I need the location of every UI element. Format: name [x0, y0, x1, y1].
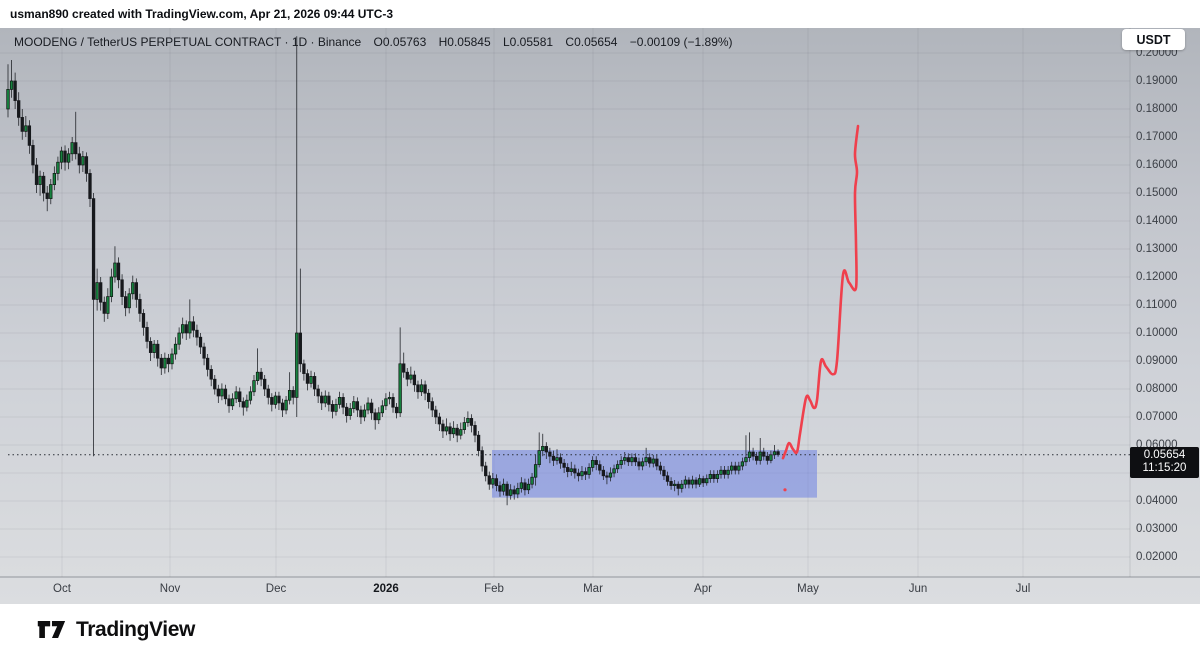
projection-anchor-dot[interactable]	[783, 488, 787, 492]
price-axis-label: 0.18000	[1136, 103, 1178, 115]
price-axis-label: 0.17000	[1136, 131, 1178, 143]
tradingview-logo-text: TradingView	[76, 617, 195, 641]
symbol-header: MOODENG / TetherUS PERPETUAL CONTRACT · …	[14, 35, 742, 49]
time-axis-label: Oct	[53, 583, 71, 595]
price-axis-label: 0.04000	[1136, 495, 1178, 507]
ohlc-high: H0.05845	[438, 35, 491, 49]
last-price-value: 0.05654	[1143, 448, 1186, 461]
price-axis-label: 0.03000	[1136, 523, 1178, 535]
price-axis-label: 0.02000	[1136, 551, 1178, 563]
tradingview-logo-icon	[37, 621, 66, 638]
price-axis-label: 0.08000	[1136, 383, 1178, 395]
time-axis-label: Jun	[908, 583, 928, 595]
price-axis-label: 0.11000	[1136, 299, 1177, 311]
price-axis-label: 0.20000	[1136, 47, 1178, 59]
attribution-bar: usman890 created with TradingView.com, A…	[0, 0, 1200, 28]
price-axis-label: 0.13000	[1136, 243, 1178, 255]
price-axis-label: 0.16000	[1136, 159, 1178, 171]
ohlc-open: O0.05763	[373, 35, 427, 49]
logo-strip: TradingView	[0, 604, 1200, 655]
ohlc-low: L0.05581	[503, 35, 554, 49]
last-price-tag: 0.05654 11:15:20	[1130, 446, 1199, 478]
projection-drawing[interactable]	[781, 124, 860, 460]
price-chart-canvas[interactable]	[0, 28, 1200, 604]
time-axis-label: Mar	[583, 583, 603, 595]
change-value: −0.00109 (−1.89%)	[629, 35, 733, 49]
price-axis-label: 0.14000	[1136, 215, 1178, 227]
time-axis-label: Apr	[694, 583, 712, 595]
tradingview-logo[interactable]: TradingView	[36, 616, 195, 643]
price-axis-label: 0.12000	[1136, 271, 1178, 283]
price-axis-label: 0.07000	[1136, 411, 1178, 423]
time-axis-label: Nov	[159, 583, 181, 595]
time-axis-label: Dec	[265, 583, 287, 595]
symbol-title: MOODENG / TetherUS PERPETUAL CONTRACT · …	[14, 35, 362, 49]
ohlc-close: C0.05654	[565, 35, 618, 49]
price-axis-label: 0.10000	[1136, 327, 1178, 339]
time-axis-label: May	[797, 583, 819, 595]
chart-region[interactable]: MOODENG / TetherUS PERPETUAL CONTRACT · …	[0, 28, 1200, 604]
currency-toggle-button[interactable]: USDT	[1122, 29, 1185, 50]
bar-countdown: 11:15:20	[1142, 461, 1187, 474]
time-axis-label: Jul	[1015, 583, 1031, 595]
price-axis-label: 0.19000	[1136, 75, 1178, 87]
candlestick-series[interactable]	[6, 36, 780, 506]
price-axis-label: 0.15000	[1136, 187, 1178, 199]
attribution-text: usman890 created with TradingView.com, A…	[10, 7, 394, 21]
time-axis-label: 2026	[373, 583, 399, 595]
price-axis-label: 0.09000	[1136, 355, 1178, 367]
time-axis-label: Feb	[484, 583, 504, 595]
